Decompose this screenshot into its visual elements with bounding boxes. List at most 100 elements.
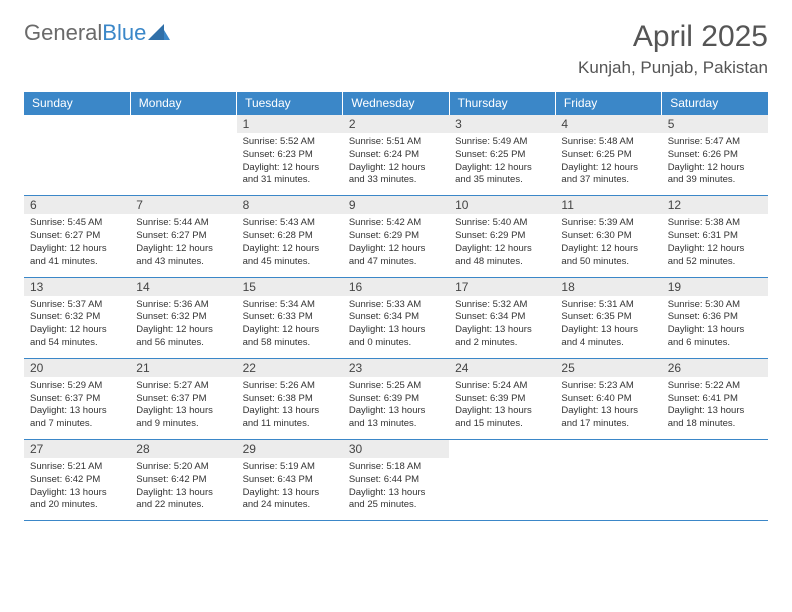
day-details: Sunrise: 5:22 AMSunset: 6:41 PMDaylight:… [662, 377, 768, 439]
calendar-cell: 22Sunrise: 5:26 AMSunset: 6:38 PMDayligh… [237, 358, 343, 439]
calendar-cell: 21Sunrise: 5:27 AMSunset: 6:37 PMDayligh… [130, 358, 236, 439]
day-details: Sunrise: 5:34 AMSunset: 6:33 PMDaylight:… [237, 296, 343, 358]
brand-part1: General [24, 20, 102, 46]
calendar-cell: 24Sunrise: 5:24 AMSunset: 6:39 PMDayligh… [449, 358, 555, 439]
calendar-cell: 3Sunrise: 5:49 AMSunset: 6:25 PMDaylight… [449, 115, 555, 196]
day-number: 1 [237, 115, 343, 133]
calendar-cell: .. [555, 440, 661, 521]
calendar-week: 13Sunrise: 5:37 AMSunset: 6:32 PMDayligh… [24, 277, 768, 358]
calendar-cell: 4Sunrise: 5:48 AMSunset: 6:25 PMDaylight… [555, 115, 661, 196]
day-details: Sunrise: 5:48 AMSunset: 6:25 PMDaylight:… [555, 133, 661, 195]
calendar-cell: 26Sunrise: 5:22 AMSunset: 6:41 PMDayligh… [662, 358, 768, 439]
day-details: Sunrise: 5:25 AMSunset: 6:39 PMDaylight:… [343, 377, 449, 439]
brand-part2: Blue [102, 20, 146, 46]
day-details: Sunrise: 5:23 AMSunset: 6:40 PMDaylight:… [555, 377, 661, 439]
day-details: Sunrise: 5:31 AMSunset: 6:35 PMDaylight:… [555, 296, 661, 358]
day-header: Saturday [662, 92, 768, 115]
day-details: Sunrise: 5:42 AMSunset: 6:29 PMDaylight:… [343, 214, 449, 276]
calendar-body: ....1Sunrise: 5:52 AMSunset: 6:23 PMDayl… [24, 115, 768, 521]
calendar-cell: 17Sunrise: 5:32 AMSunset: 6:34 PMDayligh… [449, 277, 555, 358]
day-number: 24 [449, 359, 555, 377]
day-number: 15 [237, 278, 343, 296]
calendar-cell: 25Sunrise: 5:23 AMSunset: 6:40 PMDayligh… [555, 358, 661, 439]
day-details: Sunrise: 5:36 AMSunset: 6:32 PMDaylight:… [130, 296, 236, 358]
calendar-cell: 28Sunrise: 5:20 AMSunset: 6:42 PMDayligh… [130, 440, 236, 521]
day-details: Sunrise: 5:32 AMSunset: 6:34 PMDaylight:… [449, 296, 555, 358]
day-number: 13 [24, 278, 130, 296]
day-header: Monday [130, 92, 236, 115]
day-number: 30 [343, 440, 449, 458]
day-number: 10 [449, 196, 555, 214]
day-details: Sunrise: 5:38 AMSunset: 6:31 PMDaylight:… [662, 214, 768, 276]
day-details: Sunrise: 5:20 AMSunset: 6:42 PMDaylight:… [130, 458, 236, 520]
day-number: 6 [24, 196, 130, 214]
day-number: 9 [343, 196, 449, 214]
calendar-cell: 5Sunrise: 5:47 AMSunset: 6:26 PMDaylight… [662, 115, 768, 196]
day-number: 14 [130, 278, 236, 296]
calendar-cell: 11Sunrise: 5:39 AMSunset: 6:30 PMDayligh… [555, 196, 661, 277]
day-number: 5 [662, 115, 768, 133]
calendar-cell: 7Sunrise: 5:44 AMSunset: 6:27 PMDaylight… [130, 196, 236, 277]
calendar-cell: 18Sunrise: 5:31 AMSunset: 6:35 PMDayligh… [555, 277, 661, 358]
day-header: Wednesday [343, 92, 449, 115]
sail-icon [148, 20, 170, 46]
calendar-week: 20Sunrise: 5:29 AMSunset: 6:37 PMDayligh… [24, 358, 768, 439]
day-number: 23 [343, 359, 449, 377]
calendar-cell: 9Sunrise: 5:42 AMSunset: 6:29 PMDaylight… [343, 196, 449, 277]
calendar-cell: 6Sunrise: 5:45 AMSunset: 6:27 PMDaylight… [24, 196, 130, 277]
day-number: 22 [237, 359, 343, 377]
calendar-head: SundayMondayTuesdayWednesdayThursdayFrid… [24, 92, 768, 115]
day-number: 4 [555, 115, 661, 133]
day-details: Sunrise: 5:39 AMSunset: 6:30 PMDaylight:… [555, 214, 661, 276]
calendar-cell: 27Sunrise: 5:21 AMSunset: 6:42 PMDayligh… [24, 440, 130, 521]
day-number: 21 [130, 359, 236, 377]
calendar-cell: 14Sunrise: 5:36 AMSunset: 6:32 PMDayligh… [130, 277, 236, 358]
calendar-cell: .. [662, 440, 768, 521]
calendar-cell: .. [24, 115, 130, 196]
day-header: Friday [555, 92, 661, 115]
day-number: 3 [449, 115, 555, 133]
day-details: Sunrise: 5:52 AMSunset: 6:23 PMDaylight:… [237, 133, 343, 195]
day-header: Thursday [449, 92, 555, 115]
calendar-cell: 29Sunrise: 5:19 AMSunset: 6:43 PMDayligh… [237, 440, 343, 521]
day-number: 29 [237, 440, 343, 458]
calendar-cell: .. [130, 115, 236, 196]
day-number: 2 [343, 115, 449, 133]
calendar-cell: 30Sunrise: 5:18 AMSunset: 6:44 PMDayligh… [343, 440, 449, 521]
calendar-cell: 20Sunrise: 5:29 AMSunset: 6:37 PMDayligh… [24, 358, 130, 439]
day-details: Sunrise: 5:30 AMSunset: 6:36 PMDaylight:… [662, 296, 768, 358]
day-details: Sunrise: 5:24 AMSunset: 6:39 PMDaylight:… [449, 377, 555, 439]
calendar-cell: 12Sunrise: 5:38 AMSunset: 6:31 PMDayligh… [662, 196, 768, 277]
calendar-cell: 13Sunrise: 5:37 AMSunset: 6:32 PMDayligh… [24, 277, 130, 358]
day-number: 20 [24, 359, 130, 377]
calendar-cell: 2Sunrise: 5:51 AMSunset: 6:24 PMDaylight… [343, 115, 449, 196]
calendar-week: ....1Sunrise: 5:52 AMSunset: 6:23 PMDayl… [24, 115, 768, 196]
day-number: 11 [555, 196, 661, 214]
day-number: 8 [237, 196, 343, 214]
day-details: Sunrise: 5:33 AMSunset: 6:34 PMDaylight:… [343, 296, 449, 358]
calendar-cell: 19Sunrise: 5:30 AMSunset: 6:36 PMDayligh… [662, 277, 768, 358]
calendar-page: GeneralBlue April 2025 Kunjah, Punjab, P… [0, 0, 792, 541]
day-header: Tuesday [237, 92, 343, 115]
day-details: Sunrise: 5:18 AMSunset: 6:44 PMDaylight:… [343, 458, 449, 520]
day-details: Sunrise: 5:51 AMSunset: 6:24 PMDaylight:… [343, 133, 449, 195]
day-details: Sunrise: 5:49 AMSunset: 6:25 PMDaylight:… [449, 133, 555, 195]
calendar-cell: 10Sunrise: 5:40 AMSunset: 6:29 PMDayligh… [449, 196, 555, 277]
calendar-cell: 23Sunrise: 5:25 AMSunset: 6:39 PMDayligh… [343, 358, 449, 439]
day-details: Sunrise: 5:43 AMSunset: 6:28 PMDaylight:… [237, 214, 343, 276]
header: GeneralBlue April 2025 Kunjah, Punjab, P… [24, 20, 768, 78]
calendar-cell: 16Sunrise: 5:33 AMSunset: 6:34 PMDayligh… [343, 277, 449, 358]
day-number: 16 [343, 278, 449, 296]
month-title: April 2025 [578, 20, 768, 54]
day-number: 18 [555, 278, 661, 296]
day-number: 19 [662, 278, 768, 296]
day-number: 17 [449, 278, 555, 296]
day-details: Sunrise: 5:29 AMSunset: 6:37 PMDaylight:… [24, 377, 130, 439]
day-number: 27 [24, 440, 130, 458]
day-details: Sunrise: 5:27 AMSunset: 6:37 PMDaylight:… [130, 377, 236, 439]
calendar-cell: 1Sunrise: 5:52 AMSunset: 6:23 PMDaylight… [237, 115, 343, 196]
day-number: 25 [555, 359, 661, 377]
title-block: April 2025 Kunjah, Punjab, Pakistan [578, 20, 768, 78]
day-details: Sunrise: 5:47 AMSunset: 6:26 PMDaylight:… [662, 133, 768, 195]
day-details: Sunrise: 5:26 AMSunset: 6:38 PMDaylight:… [237, 377, 343, 439]
